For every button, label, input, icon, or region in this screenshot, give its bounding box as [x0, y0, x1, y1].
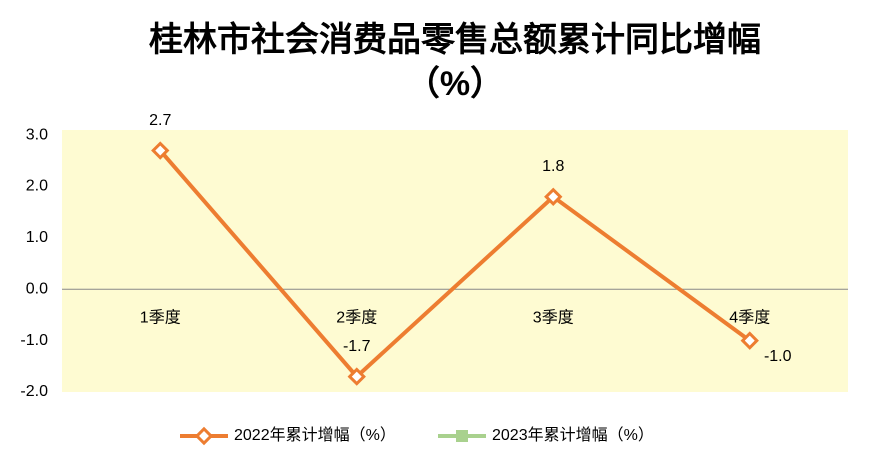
legend-label: 2022年累计增幅（%） — [234, 426, 396, 444]
data-label: 2.7 — [149, 112, 171, 129]
plot-area — [62, 130, 848, 392]
data-label: 1.8 — [542, 158, 564, 175]
point-marker — [544, 187, 563, 206]
x-tick-label: 4季度 — [729, 308, 770, 326]
series-line — [158, 149, 751, 380]
y-tick-label: 3.0 — [26, 126, 48, 143]
data-label: -1.7 — [343, 338, 371, 355]
legend-marker — [456, 430, 468, 442]
x-tick-label: 3季度 — [533, 308, 574, 326]
legend-marker — [194, 426, 214, 446]
x-tick-label: 1季度 — [140, 308, 181, 326]
point-marker — [740, 331, 759, 350]
legend-label: 2023年累计增幅（%） — [492, 426, 654, 444]
chart-title: （%） — [406, 64, 504, 103]
y-tick-label: 0.0 — [26, 280, 48, 297]
x-tick-label: 2季度 — [336, 308, 377, 326]
y-tick-label: 2.0 — [26, 178, 48, 195]
data-label: -1.0 — [764, 348, 792, 365]
y-tick-label: -2.0 — [20, 383, 48, 400]
y-tick-label: -1.0 — [20, 332, 48, 349]
point-marker — [347, 367, 366, 386]
y-tick-label: 1.0 — [26, 229, 48, 246]
point-marker — [151, 141, 170, 160]
chart-title: 桂林市社会消费品零售总额累计同比增幅 — [149, 20, 761, 59]
